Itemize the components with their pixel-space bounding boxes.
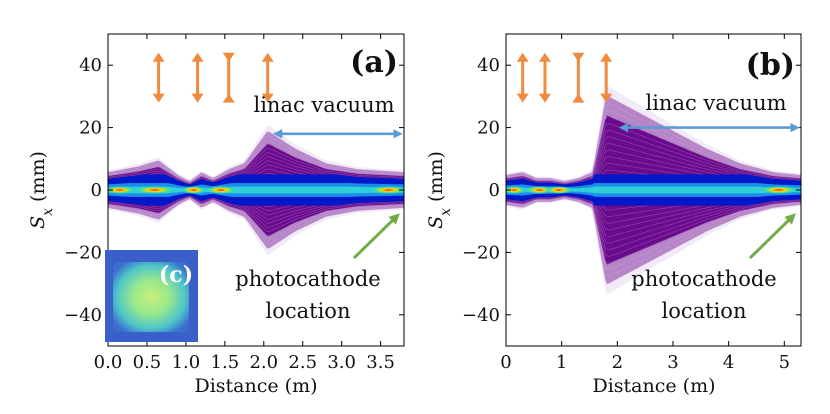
y-axis-label-a: Sx (mm) bbox=[27, 151, 56, 229]
lens-arrow bbox=[222, 52, 235, 103]
envelope-streak bbox=[108, 195, 404, 229]
y-tick-label: −40 bbox=[64, 305, 102, 326]
location-label-b: location bbox=[662, 299, 747, 323]
x-tick-label: 1 bbox=[556, 352, 567, 373]
beam-core-center bbox=[506, 186, 801, 194]
envelope-streak bbox=[506, 197, 801, 271]
envelope-streak bbox=[506, 116, 801, 184]
lens-markers-b bbox=[516, 52, 613, 103]
envelope-streak bbox=[108, 131, 404, 182]
x-tick-label: 1.5 bbox=[211, 352, 240, 373]
beam-hot-spot bbox=[369, 186, 404, 194]
envelope-streak bbox=[506, 122, 801, 185]
x-tick-label: 1.0 bbox=[172, 352, 201, 373]
lens-arrow bbox=[600, 52, 613, 103]
x-tick-label: 2 bbox=[612, 352, 623, 373]
y-tick-label: 40 bbox=[477, 55, 500, 76]
beam-envelope-a bbox=[108, 125, 404, 255]
envelope-streak bbox=[108, 196, 404, 233]
lens-arrow bbox=[516, 52, 529, 103]
beam-envelope-b bbox=[506, 85, 801, 295]
envelope-streak bbox=[108, 196, 404, 237]
x-axis-b: 0 1 2 3 4 5 bbox=[500, 34, 790, 373]
envelope-streak bbox=[506, 96, 801, 182]
envelope-streak bbox=[108, 135, 404, 183]
y-tick-label: −20 bbox=[64, 242, 102, 263]
photocathode-label-a: photocathode bbox=[235, 267, 380, 291]
panel-a: 0.0 0.5 1.0 1.5 2.0 2.5 3.0 3.5 40 20 0 −20 −40 (a)… bbox=[27, 33, 405, 397]
lens-arrow bbox=[261, 52, 274, 103]
x-tick-label: 2.5 bbox=[288, 352, 317, 373]
envelope-streak bbox=[506, 198, 801, 284]
envelope-streak bbox=[506, 195, 801, 258]
photocathode-arrow-b bbox=[748, 213, 796, 260]
beam-hot-spot bbox=[759, 186, 798, 194]
y-tick-label: 40 bbox=[79, 55, 102, 76]
beam-hot-spot bbox=[108, 186, 136, 194]
y-axis-b: 40 20 0 −20 −40 bbox=[462, 55, 801, 326]
beam-hot-spot bbox=[133, 186, 176, 194]
photocathode-arrow-a bbox=[352, 213, 400, 260]
envelope-streak bbox=[108, 139, 404, 183]
linac-vacuum-label-a: linac vacuum bbox=[253, 93, 394, 117]
lens-markers-a bbox=[152, 52, 274, 103]
envelope-streak bbox=[108, 147, 404, 184]
envelope-streak bbox=[108, 198, 404, 249]
beam-hot-spot bbox=[544, 186, 574, 194]
x-tick-label: 0 bbox=[500, 352, 511, 373]
x-axis-label-b: Distance (m) bbox=[592, 375, 715, 397]
envelope-streak bbox=[506, 197, 801, 278]
x-tick-label: 3 bbox=[667, 352, 678, 373]
inset-label-c: (c) bbox=[159, 262, 193, 288]
x-tick-label: 2.0 bbox=[249, 352, 278, 373]
location-label-a: location bbox=[266, 299, 351, 323]
lens-arrow bbox=[572, 52, 585, 103]
envelope-streak bbox=[108, 151, 404, 185]
linac-vacuum-label-b: linac vacuum bbox=[645, 91, 786, 115]
y-tick-label: 20 bbox=[79, 118, 102, 139]
x-axis-label-a: Distance (m) bbox=[194, 375, 317, 397]
x-tick-label: 5 bbox=[779, 352, 790, 373]
y-tick-label: 0 bbox=[91, 180, 102, 201]
beam-hot-spot bbox=[204, 186, 237, 194]
inset-c: (c) bbox=[105, 250, 198, 342]
y-tick-label: −20 bbox=[462, 242, 500, 263]
inset-beam-profile bbox=[113, 262, 189, 332]
y-tick-label: 20 bbox=[477, 118, 500, 139]
x-axis-a: 0.0 0.5 1.0 1.5 2.0 2.5 3.0 3.5 bbox=[94, 34, 395, 373]
beam-hot-spot bbox=[506, 186, 526, 194]
lens-arrow bbox=[538, 52, 551, 103]
x-tick-label: 3.5 bbox=[366, 352, 395, 373]
photocathode-label-b: photocathode bbox=[631, 267, 776, 291]
beam-core-center bbox=[108, 186, 404, 194]
envelope-streak bbox=[506, 196, 801, 264]
envelope-streak bbox=[108, 197, 404, 245]
envelope-streak bbox=[108, 143, 404, 184]
envelope-streak bbox=[506, 195, 801, 251]
x-tick-label: 4 bbox=[723, 352, 734, 373]
x-tick-label: 3.0 bbox=[327, 352, 356, 373]
y-axis-a: 40 20 0 −20 −40 bbox=[64, 55, 404, 326]
y-tick-label: −40 bbox=[462, 305, 500, 326]
envelope-streak bbox=[108, 197, 404, 241]
y-tick-label: 0 bbox=[489, 180, 500, 201]
y-axis-label-b: Sx (mm) bbox=[425, 151, 454, 229]
envelope-streak bbox=[506, 129, 801, 185]
beam-hot-spot bbox=[180, 186, 207, 194]
panel-label-b: (b) bbox=[746, 48, 795, 83]
x-tick-label: 0.0 bbox=[94, 352, 123, 373]
lens-arrow bbox=[152, 52, 165, 103]
lens-arrow bbox=[191, 52, 204, 103]
panel-label-a: (a) bbox=[350, 45, 398, 80]
panel-b: 0 1 2 3 4 5 40 20 0 −20 −40 (b) linac vacuum phot… bbox=[425, 33, 802, 397]
x-tick-label: 0.5 bbox=[133, 352, 162, 373]
